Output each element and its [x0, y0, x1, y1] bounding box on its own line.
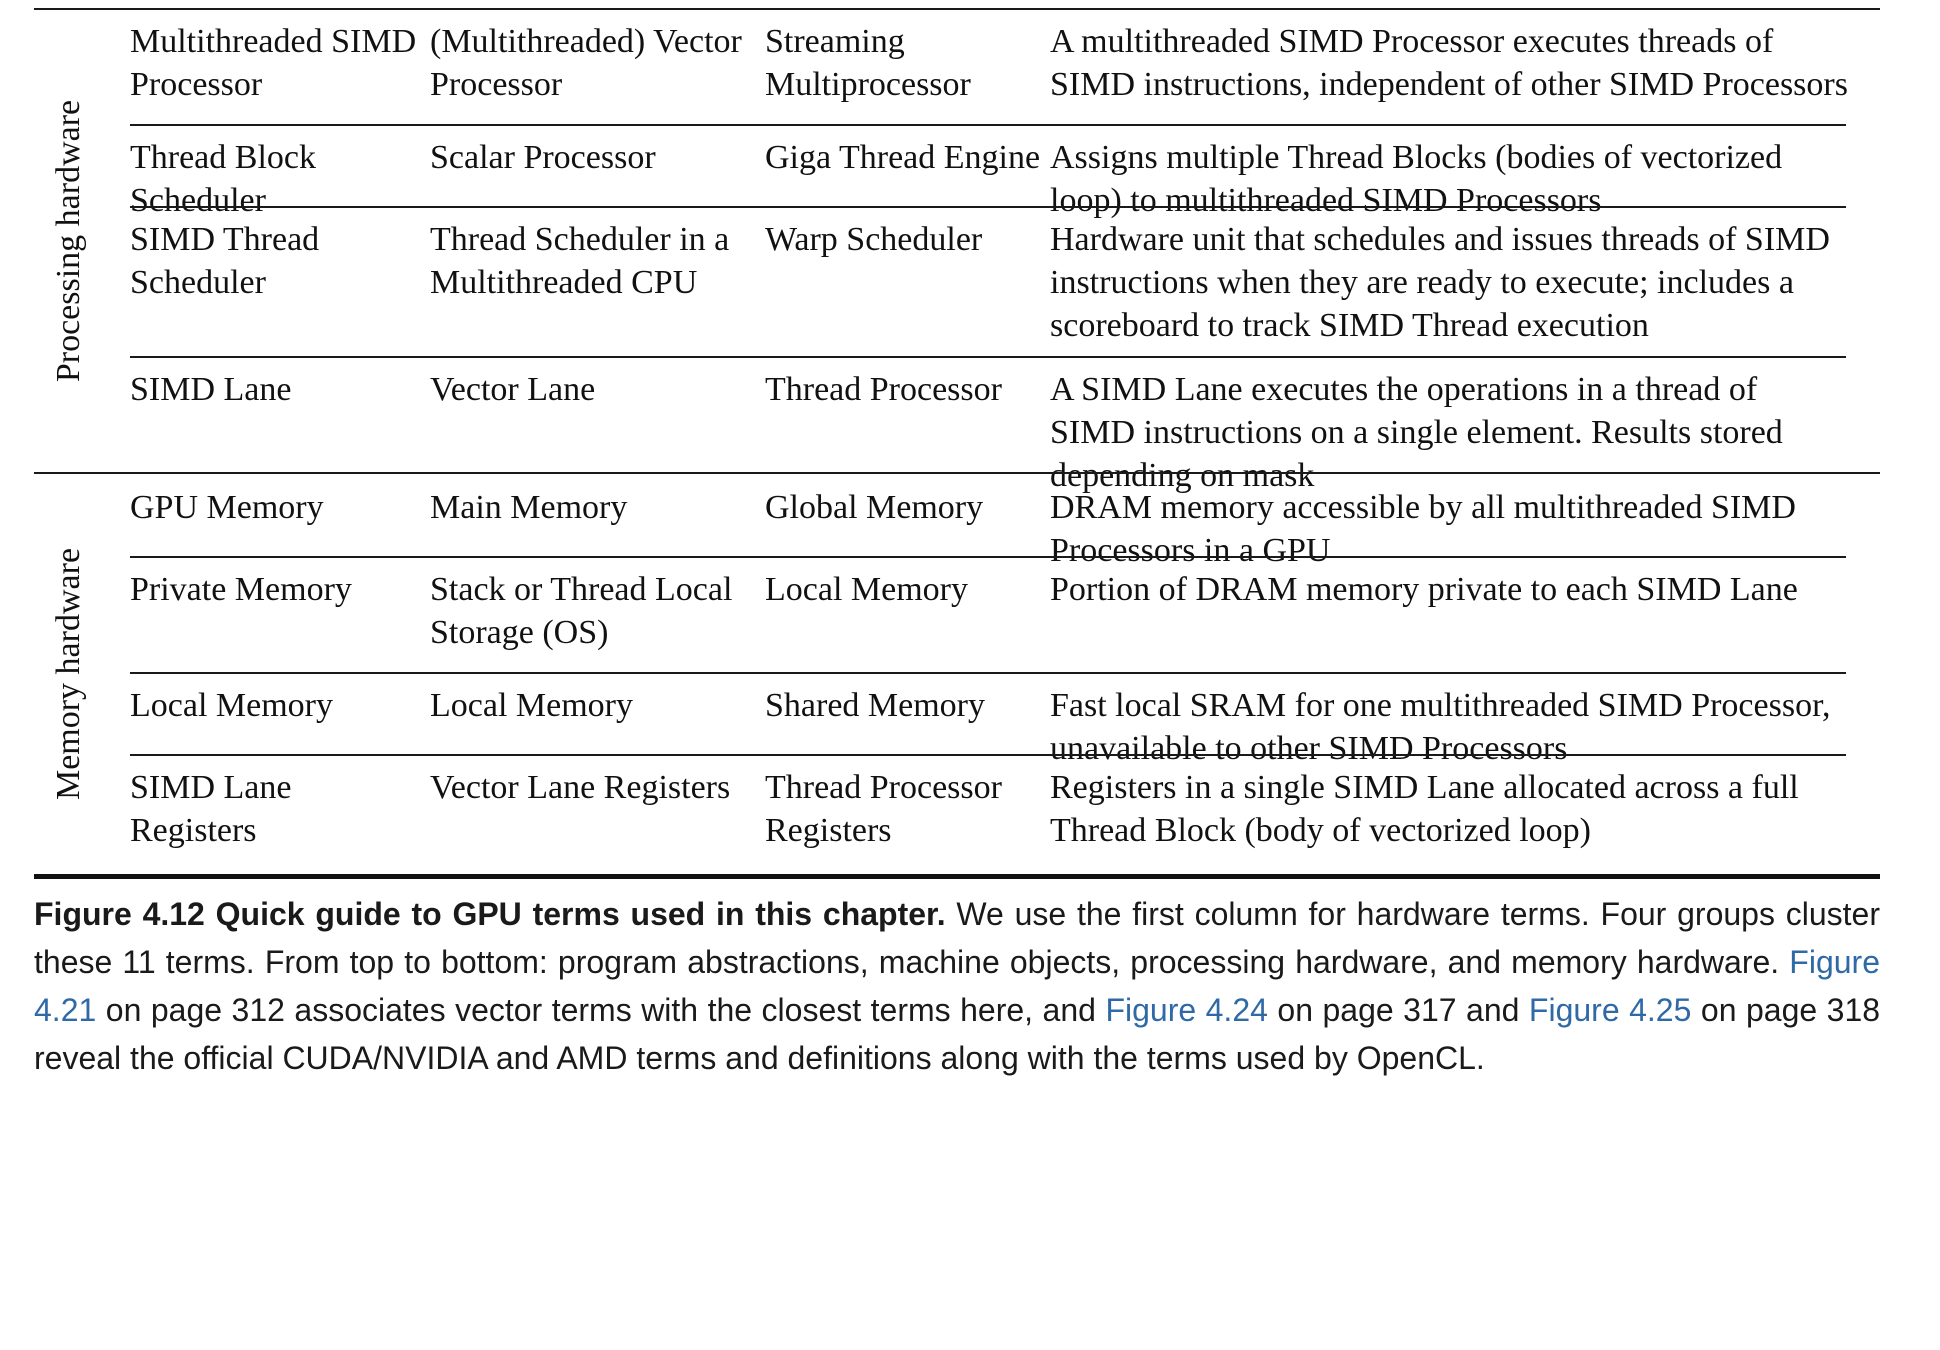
- group-label-memory-hardware: Memory hardware: [34, 474, 104, 874]
- table-row: Local Memory Local Memory Shared Memory …: [130, 672, 1846, 767]
- table-row: Thread Block Scheduler Scalar Processor …: [130, 124, 1846, 219]
- cell-definition: DRAM memory accessible by all multithrea…: [1050, 489, 1796, 569]
- cell-hardware-term: Local Memory: [130, 687, 333, 724]
- cell-cpu-term: Local Memory: [430, 687, 633, 724]
- cell-definition: Registers in a single SIMD Lane allocate…: [1050, 769, 1799, 849]
- caption-text: on page 318 reveal the official CUDA/NVI…: [34, 992, 1881, 1076]
- cell-definition: Portion of DRAM memory private to each S…: [1050, 571, 1798, 608]
- row-divider: [130, 124, 1846, 126]
- cell-cpu-term: Vector Lane Registers: [430, 769, 731, 806]
- cell-cuda-term: Giga Thread Engine: [765, 139, 1041, 176]
- row-divider: [130, 556, 1846, 558]
- cell-hardware-term: SIMD Thread Scheduler: [130, 221, 320, 301]
- row-divider: [130, 754, 1846, 756]
- group-label-processing-hardware: Processing hardware: [34, 10, 104, 472]
- cell-hardware-term: GPU Memory: [130, 489, 324, 526]
- cell-cuda-term: Streaming Multiprocessor: [765, 23, 971, 103]
- table-row: GPU Memory Main Memory Global Memory DRA…: [130, 474, 1846, 569]
- table-row: SIMD Lane Registers Vector Lane Register…: [130, 754, 1846, 872]
- table-row: Private Memory Stack or Thread Local Sto…: [130, 556, 1846, 672]
- cell-cpu-term: Vector Lane: [430, 371, 596, 408]
- cell-definition: A SIMD Lane executes the operations in a…: [1050, 371, 1783, 494]
- cell-cuda-term: Global Memory: [765, 489, 984, 526]
- group-label-text: Memory hardware: [50, 547, 87, 801]
- cell-hardware-term: Private Memory: [130, 571, 352, 608]
- cell-cuda-term: Thread Processor: [765, 371, 1002, 408]
- figure-link-4-25[interactable]: Figure 4.25: [1528, 992, 1692, 1028]
- table-bottom-rule: [34, 874, 1880, 879]
- figure-label: Figure 4.12 Quick guide to GPU terms use…: [34, 896, 946, 932]
- cell-hardware-term: Thread Block Scheduler: [130, 139, 316, 219]
- caption-text: on page 317 and: [1267, 992, 1529, 1028]
- row-divider: [130, 356, 1846, 358]
- cell-cpu-term: Main Memory: [430, 489, 628, 526]
- group-divider: [34, 472, 1880, 474]
- cell-cuda-term: Shared Memory: [765, 687, 986, 724]
- cell-cpu-term: Stack or Thread Local Storage (OS): [430, 571, 733, 651]
- cell-definition: Assigns multiple Thread Blocks (bodies o…: [1050, 139, 1783, 219]
- figure-caption: Figure 4.12 Quick guide to GPU terms use…: [34, 890, 1880, 1082]
- table-top-rule: [34, 8, 1880, 10]
- cell-hardware-term: SIMD Lane Registers: [130, 769, 292, 849]
- cell-cpu-term: Scalar Processor: [430, 139, 656, 176]
- table-row: SIMD Lane Vector Lane Thread Processor A…: [130, 356, 1846, 494]
- group-label-text: Processing hardware: [50, 99, 88, 383]
- cell-cuda-term: Thread Processor Registers: [765, 769, 1002, 849]
- cell-definition: A multithreaded SIMD Processor executes …: [1050, 23, 1848, 103]
- cell-definition: Hardware unit that schedules and issues …: [1050, 221, 1830, 344]
- cell-cpu-term: (Multithreaded) Vector Processor: [430, 23, 742, 103]
- cell-cpu-term: Thread Scheduler in a Multithreaded CPU: [430, 221, 730, 301]
- row-divider: [130, 672, 1846, 674]
- cell-hardware-term: SIMD Lane: [130, 371, 292, 408]
- cell-definition: Fast local SRAM for one multithreaded SI…: [1050, 687, 1831, 767]
- cell-hardware-term: Multithreaded SIMD Processor: [130, 23, 417, 103]
- figure-link-4-21[interactable]: Figure 4.21: [34, 944, 1880, 1028]
- cell-cuda-term: Local Memory: [765, 571, 968, 608]
- row-divider: [130, 206, 1846, 208]
- table-row: SIMD Thread Scheduler Thread Scheduler i…: [130, 206, 1846, 356]
- table-row: Multithreaded SIMD Processor (Multithrea…: [130, 8, 1848, 124]
- figure-link-4-24[interactable]: Figure 4.24: [1105, 992, 1268, 1028]
- cell-cuda-term: Warp Scheduler: [765, 221, 983, 258]
- caption-text: We use the first column for hardware ter…: [34, 896, 1881, 980]
- caption-text: on page 312 associates vector terms with…: [96, 992, 1106, 1028]
